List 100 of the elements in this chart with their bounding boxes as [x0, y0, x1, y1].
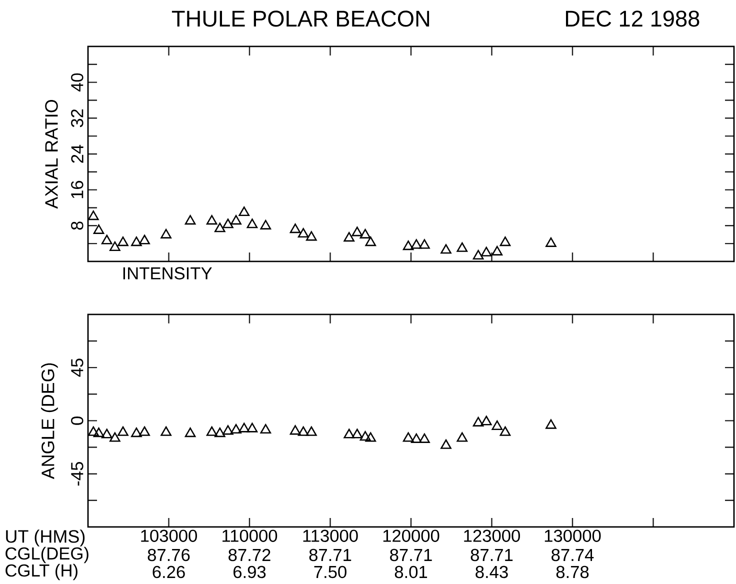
point — [480, 416, 492, 426]
point — [410, 239, 422, 249]
y-axis-title: ANGLE (DEG) — [41, 363, 58, 480]
x-tick-label: 103000 — [141, 530, 197, 542]
point — [160, 228, 172, 238]
point — [402, 432, 414, 442]
point — [88, 210, 99, 220]
point — [500, 426, 511, 436]
y-tick-label: 8 — [71, 222, 84, 230]
point — [419, 433, 430, 443]
point — [472, 250, 484, 260]
point — [101, 234, 112, 244]
point — [260, 424, 272, 434]
point — [402, 240, 414, 250]
point — [93, 428, 104, 438]
point — [500, 236, 511, 246]
text: 8.01 — [394, 566, 428, 578]
point — [456, 242, 468, 252]
point — [365, 236, 376, 246]
point — [472, 416, 484, 426]
point — [290, 224, 301, 234]
point — [139, 426, 150, 436]
text: 87.71 — [309, 548, 352, 562]
point — [352, 428, 363, 438]
point — [214, 428, 226, 438]
point — [238, 422, 250, 432]
y-tick-label: 0 — [71, 416, 84, 425]
text: CGLT (H) — [6, 564, 78, 580]
text: 6.26 — [152, 566, 185, 578]
point — [246, 422, 258, 432]
point — [206, 426, 218, 436]
point — [214, 222, 226, 232]
point — [410, 433, 422, 443]
point — [440, 244, 452, 254]
point — [230, 215, 242, 225]
point — [139, 234, 150, 244]
point — [260, 220, 272, 230]
point — [546, 419, 556, 429]
point — [360, 228, 371, 238]
point — [118, 426, 128, 436]
x-tick-label: 123000 — [464, 530, 520, 542]
x-tick-label: 113000 — [303, 530, 358, 542]
point — [246, 218, 258, 228]
y-tick-label: 32 — [71, 109, 84, 128]
chart-title: THULE POLAR BEACON — [172, 10, 430, 27]
point — [131, 428, 142, 438]
point — [360, 431, 371, 441]
x-tick-label: 120000 — [383, 530, 440, 542]
point — [365, 432, 376, 442]
text: 87.74 — [552, 548, 594, 562]
text: 8.43 — [476, 566, 508, 578]
point — [222, 425, 234, 435]
y-tick-label: -45 — [71, 462, 84, 486]
point — [238, 206, 250, 216]
text: INTENSITY — [123, 267, 212, 280]
x-tick-label: 110000 — [222, 530, 278, 542]
text: 87.76 — [148, 548, 190, 562]
text: 87.72 — [228, 548, 270, 562]
point — [352, 226, 363, 236]
y-tick-label: 16 — [71, 180, 84, 198]
point — [110, 241, 120, 251]
y-tick-label: 40 — [71, 73, 84, 92]
point — [131, 236, 142, 246]
y-tick-label: 24 — [71, 144, 84, 163]
point — [419, 239, 430, 249]
text: 87.71 — [470, 548, 513, 562]
point — [222, 218, 234, 228]
y-axis-title: AXIAL RATIO — [45, 100, 58, 209]
point — [492, 420, 503, 430]
text: 6.93 — [234, 566, 266, 578]
text: 87.71 — [390, 548, 432, 562]
point — [110, 432, 120, 442]
point — [456, 432, 468, 442]
point — [206, 215, 218, 225]
point — [184, 428, 196, 438]
text: CGL(DEG) — [6, 546, 88, 564]
point — [306, 231, 317, 241]
point — [344, 428, 355, 438]
x-tick-label: 130000 — [544, 530, 601, 542]
x-axis-title: UT (HMS) — [6, 530, 85, 546]
point — [298, 228, 309, 238]
point — [93, 224, 104, 234]
point — [118, 236, 128, 246]
point — [440, 439, 452, 449]
point — [492, 246, 503, 256]
text: 8.78 — [556, 566, 589, 578]
point — [101, 428, 112, 438]
y-tick-label: 45 — [71, 358, 84, 377]
point — [290, 425, 301, 435]
point — [230, 424, 242, 434]
point — [184, 215, 196, 225]
chart-subtitle: DEC 12 1988 — [566, 10, 700, 27]
point — [480, 246, 492, 256]
point — [344, 232, 355, 242]
point — [306, 426, 317, 436]
point — [546, 237, 556, 247]
point — [88, 426, 99, 436]
point — [160, 426, 172, 436]
point — [298, 426, 309, 436]
text: 7.50 — [314, 566, 346, 578]
